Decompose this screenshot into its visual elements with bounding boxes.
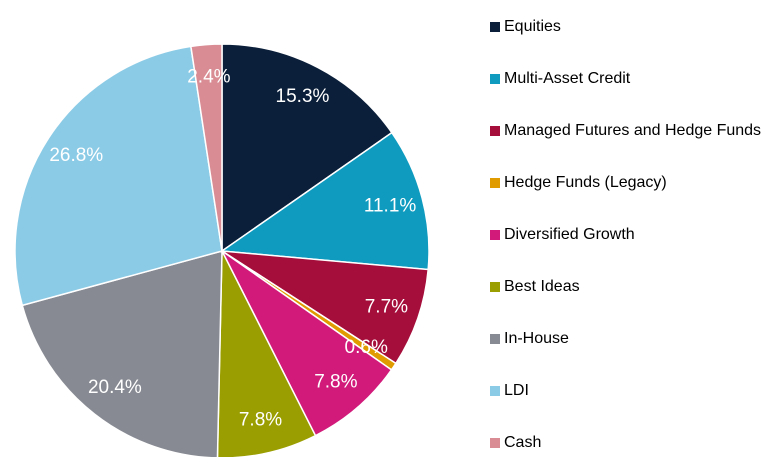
pie-slice <box>21 250 223 457</box>
pie-slice <box>190 43 223 252</box>
legend-label: In-House <box>504 330 569 347</box>
value-label: 20.4% <box>88 377 142 398</box>
legend-label: Best Ideas <box>504 278 580 295</box>
value-label: 15.3% <box>276 86 330 107</box>
value-label: 11.1% <box>364 195 417 216</box>
pie-slice <box>221 250 393 437</box>
pie-slice <box>221 250 429 365</box>
legend-swatch <box>490 386 500 396</box>
pie-slice <box>216 250 317 457</box>
pie-slice <box>221 43 393 253</box>
legend-swatch <box>490 178 500 188</box>
legend-swatch <box>490 126 500 136</box>
legend-swatch <box>490 334 500 344</box>
value-label: 0.6% <box>345 337 388 358</box>
legend-label: Cash <box>504 434 541 451</box>
pie-slice <box>219 131 430 271</box>
legend-label: Hedge Funds (Legacy) <box>504 174 667 191</box>
legend-label: Multi-Asset Credit <box>504 70 631 87</box>
legend-swatch <box>490 74 500 84</box>
pie-slice <box>14 45 223 307</box>
legend-label: Equities <box>504 18 561 35</box>
legend-swatch <box>490 282 500 292</box>
value-label: 7.7% <box>365 297 408 318</box>
legend-label: Diversified Growth <box>504 226 635 243</box>
legend-swatch <box>490 22 500 32</box>
value-label: 26.8% <box>49 145 103 166</box>
legend-swatch <box>490 438 500 448</box>
legend-label: Managed Futures and Hedge Funds <box>504 122 761 139</box>
value-label: 7.8% <box>239 410 282 431</box>
legend-swatch <box>490 230 500 240</box>
value-label: 7.8% <box>314 371 357 392</box>
legend-label: LDI <box>504 382 529 399</box>
value-label: 2.4% <box>187 67 230 88</box>
